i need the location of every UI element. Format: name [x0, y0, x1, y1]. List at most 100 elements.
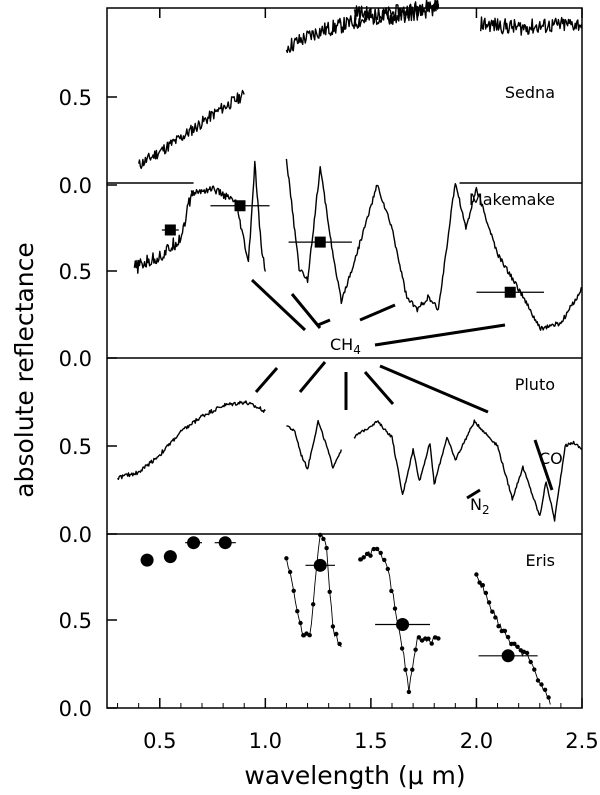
photometry-circle-marker: [187, 536, 201, 550]
y-tick-label: 0.0: [59, 697, 92, 721]
panel-pluto: Pluto: [117, 375, 583, 522]
spectrum-point: [416, 635, 422, 640]
spectrum-point: [419, 638, 425, 643]
spectrum-point: [432, 635, 438, 640]
spectrum-point: [358, 557, 363, 562]
spectrum-point: [532, 667, 537, 672]
x-tick-label: 1.0: [249, 729, 282, 753]
spectrum-point: [542, 687, 548, 692]
spectrum-point: [410, 667, 415, 672]
spectrum-point: [311, 602, 316, 607]
spectrum-point: [406, 689, 412, 695]
ch4-guide-line: [359, 303, 396, 322]
panel-label-makemake: Makemake: [469, 190, 555, 209]
spectrum-point: [364, 551, 370, 557]
n2-guide-line: [466, 488, 481, 500]
ch4-annotation: CH4: [330, 335, 361, 357]
photometry-square-marker: [164, 224, 176, 236]
y-axis-title: absolute reflectance: [10, 242, 39, 498]
ch4-guide-line: [363, 371, 395, 405]
y-tick-label: 0.0: [59, 347, 92, 371]
ch4-guide-line: [298, 361, 327, 393]
spectrum-point: [426, 636, 431, 641]
spectrum-point: [546, 695, 551, 700]
panels-layer: Sedna Makemake Pluto Eris: [107, 0, 583, 705]
ch4-guide-line: [290, 293, 322, 329]
spectrum-point: [502, 628, 508, 634]
spectrum-point: [496, 624, 501, 629]
spectrum-point: [539, 682, 544, 687]
spectrum-point: [291, 588, 296, 593]
spectrum-point: [392, 606, 398, 611]
y-tick-label: 0.0: [59, 174, 92, 198]
co-annotation: CO: [539, 449, 563, 468]
n2-annotation: N2: [470, 495, 490, 517]
spectrum-point: [403, 667, 408, 672]
spectrum-trace: [480, 16, 583, 36]
spectrum-trace: [286, 419, 342, 470]
x-axis-title: wavelength (μ m): [244, 761, 465, 790]
spectrum-point: [287, 569, 293, 575]
spectrum-point: [324, 545, 329, 551]
co-guide-line: [533, 439, 554, 491]
spectrum-point: [334, 631, 339, 637]
spectrum-point: [371, 546, 376, 552]
spectrum-point: [330, 624, 336, 629]
panel-label-eris: Eris: [526, 551, 555, 570]
y-tick-label: 0.5: [59, 435, 92, 459]
spectrum-trace: [285, 158, 583, 331]
x-tick-label: 0.5: [143, 729, 176, 753]
spectrum-point: [486, 600, 492, 605]
spectrum-trace: [353, 0, 440, 25]
spectrum-point: [505, 634, 511, 640]
photometry-circle-marker: [313, 558, 327, 572]
spectrum-point: [382, 557, 387, 563]
spectrum-point: [389, 588, 394, 594]
photometry-square-marker: [234, 200, 246, 212]
photometry-circle-marker: [501, 649, 515, 663]
spectrum-point: [399, 646, 405, 651]
spectrum-point: [436, 636, 441, 641]
x-tick-label: 2.0: [460, 729, 493, 753]
ch4-guide-line: [374, 323, 506, 347]
spectrum-point: [321, 536, 326, 542]
ch4-guide-line: [317, 318, 331, 327]
ch4-guide-lines: [250, 278, 554, 500]
spectrum-point: [318, 532, 323, 538]
spectrum-point: [535, 678, 541, 683]
spectrum-point: [483, 590, 489, 596]
spectrum-point: [474, 572, 479, 577]
x-tick-label: 2.5: [565, 729, 598, 753]
panel-sedna: Sedna: [138, 0, 583, 170]
photometry-circle-marker: [140, 553, 154, 567]
y-tick-label: 0.5: [59, 260, 92, 284]
spectrum-point: [298, 620, 303, 626]
spectrum-trace: [133, 193, 193, 274]
spectrum-point: [515, 644, 520, 649]
spectrum-trace: [285, 533, 342, 648]
spectrum-trace: [138, 89, 245, 170]
spectrum-point: [493, 615, 498, 620]
spectrum-point: [512, 641, 517, 646]
spectrum-point: [361, 555, 366, 560]
spectrum-point: [528, 659, 533, 665]
y-tick-label: 0.5: [59, 86, 92, 110]
spectrum-point: [477, 580, 482, 585]
spectrum-point: [385, 566, 390, 572]
spectrum-point: [375, 546, 380, 552]
ch4-guide-line: [254, 367, 279, 393]
spectrum-point: [327, 589, 332, 594]
photometry-circle-marker: [163, 550, 177, 564]
photometry-circle-marker: [396, 617, 410, 631]
photometry-square-marker: [314, 236, 326, 248]
panel-label-pluto: Pluto: [515, 375, 555, 394]
spectrum-point: [368, 553, 373, 558]
panel-eris: Eris: [140, 532, 555, 705]
spectrum-point: [378, 550, 383, 556]
y-tick-label: 0.5: [59, 609, 92, 633]
spectrum-point: [524, 650, 530, 656]
spectrum-trace: [190, 160, 266, 272]
spectrum-point: [480, 583, 485, 588]
ch4-guide-line: [250, 278, 307, 332]
